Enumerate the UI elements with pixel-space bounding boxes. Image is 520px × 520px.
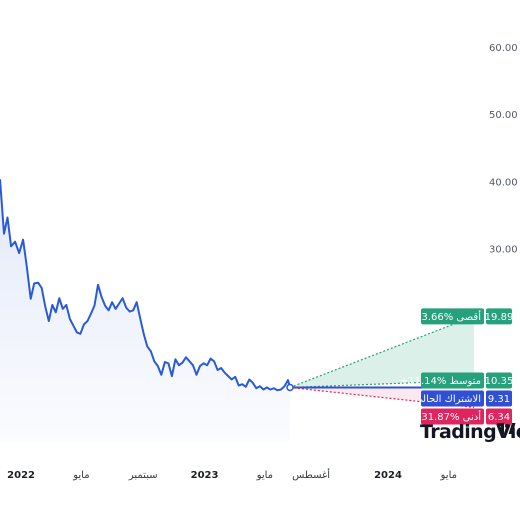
x-tick-label: مايو (72, 470, 89, 481)
price-line (0, 179, 294, 392)
forecast-label-high-text: +113.66% أقصى (400, 310, 481, 323)
forecast-label-low-value-box (486, 408, 512, 425)
price-line-path (0, 179, 291, 392)
x-axis: 2022 مايو سبتمبر 2023 مايو أغسطس 2024 مايو (7, 468, 457, 481)
y-tick-label: 30.00 (489, 244, 518, 255)
tradingview-logo-icon (497, 423, 516, 434)
x-tick-label: 2022 (7, 470, 35, 481)
forecast-label-low-text: -31.87% أدنى (418, 410, 481, 423)
x-tick-label: 2023 (191, 470, 219, 481)
y-tick-label: 40.00 (489, 177, 518, 188)
forecast-label-low-box (421, 408, 484, 425)
forecast-label-average: +11.14% متوسط 10.35 (400, 372, 514, 389)
x-tick-label: مايو (256, 470, 273, 481)
tradingview-logo: TradingView (420, 421, 520, 443)
price-last-point (286, 383, 294, 392)
x-tick-label: سبتمبر (128, 470, 158, 481)
price-area (0, 179, 290, 442)
forecast-label-current-text: الاشتراك الحالي (415, 394, 481, 405)
forecast-labels: +113.66% أقصى 19.89 +11.14% متوسط 10.35 الاش… (400, 308, 514, 425)
projection-high-line (289, 315, 475, 389)
forecast-label-average-box (421, 372, 484, 389)
projection-low-line (289, 386, 475, 408)
forecast-label-high: +113.66% أقصى 19.89 (400, 308, 514, 325)
forecast-label-low-value: 6.34 (488, 412, 510, 423)
logo-text: TradingView (420, 421, 520, 443)
forecast-label-current-value-box (486, 390, 512, 407)
x-tick-label: مايو (440, 470, 457, 481)
forecast-label-current: الاشتراك الحالي 9.31 (415, 390, 512, 407)
forecast-label-average-text: +11.14% متوسط (400, 376, 481, 387)
price-area-fill (0, 179, 290, 442)
forecast-label-low: -31.87% أدنى 6.34 (418, 408, 512, 425)
forecast-label-high-value: 19.89 (485, 312, 514, 323)
forecast-label-average-value: 10.35 (485, 376, 514, 387)
y-tick-label: 50.00 (489, 110, 518, 121)
forecast-label-current-box (421, 390, 484, 407)
y-axis: 60.00 50.00 40.00 30.00 (489, 43, 518, 256)
x-tick-label: أغسطس (292, 468, 330, 481)
y-tick-label: 60.00 (489, 43, 518, 54)
forecast-label-current-value: 9.31 (488, 394, 510, 405)
x-tick-label: 2024 (374, 470, 402, 481)
forecast-label-high-value-box (486, 308, 512, 325)
forecast-label-average-value-box (486, 372, 512, 389)
forecast-label-high-box (421, 308, 484, 325)
